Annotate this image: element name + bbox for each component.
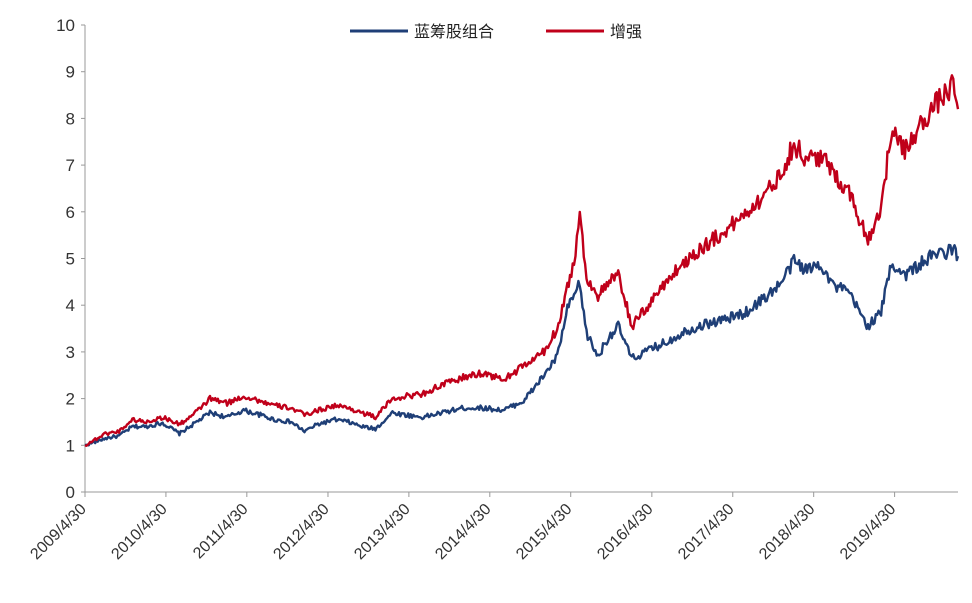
x-tick-label: 2019/4/30: [837, 501, 899, 563]
y-tick-label: 1: [66, 436, 75, 455]
series-line-0: [84, 243, 960, 447]
y-tick-label: 7: [66, 156, 75, 175]
y-tick-label: 9: [66, 63, 75, 82]
x-tick-label: 2009/4/30: [27, 501, 89, 563]
y-tick-label: 6: [66, 203, 75, 222]
y-tick-label: 10: [56, 16, 75, 35]
x-tick-label: 2015/4/30: [513, 501, 575, 563]
axes: 0 1 2 3 4 5 6 7 8 9 10 2009/4/30 2010/4/30 2011/4/30 2…: [27, 16, 958, 563]
legend-label-blue-chip: 蓝筹股组合: [414, 23, 494, 41]
x-tick-label: 2011/4/30: [190, 501, 252, 563]
legend-label-enhanced: 增强: [610, 23, 642, 41]
x-tick-label: 2016/4/30: [594, 501, 656, 563]
y-tick-label: 4: [66, 296, 75, 315]
y-tick-label: 0: [66, 483, 75, 502]
y-tick-label: 3: [66, 343, 75, 362]
x-tick-label: 2018/4/30: [756, 501, 818, 563]
y-tick-label: 5: [66, 250, 75, 269]
series-group: [84, 74, 960, 447]
x-tick-label: 2010/4/30: [108, 501, 170, 563]
y-tick-label: 8: [66, 109, 75, 128]
legend: 蓝筹股组合 增强: [350, 23, 642, 41]
x-tick-label: 2013/4/30: [351, 501, 413, 563]
series-line-1: [84, 74, 960, 447]
x-tick-label: 2012/4/30: [270, 501, 332, 563]
y-tick-label: 2: [66, 390, 75, 409]
x-tick-label: 2014/4/30: [432, 501, 494, 563]
x-tick-label: 2017/4/30: [675, 501, 737, 563]
